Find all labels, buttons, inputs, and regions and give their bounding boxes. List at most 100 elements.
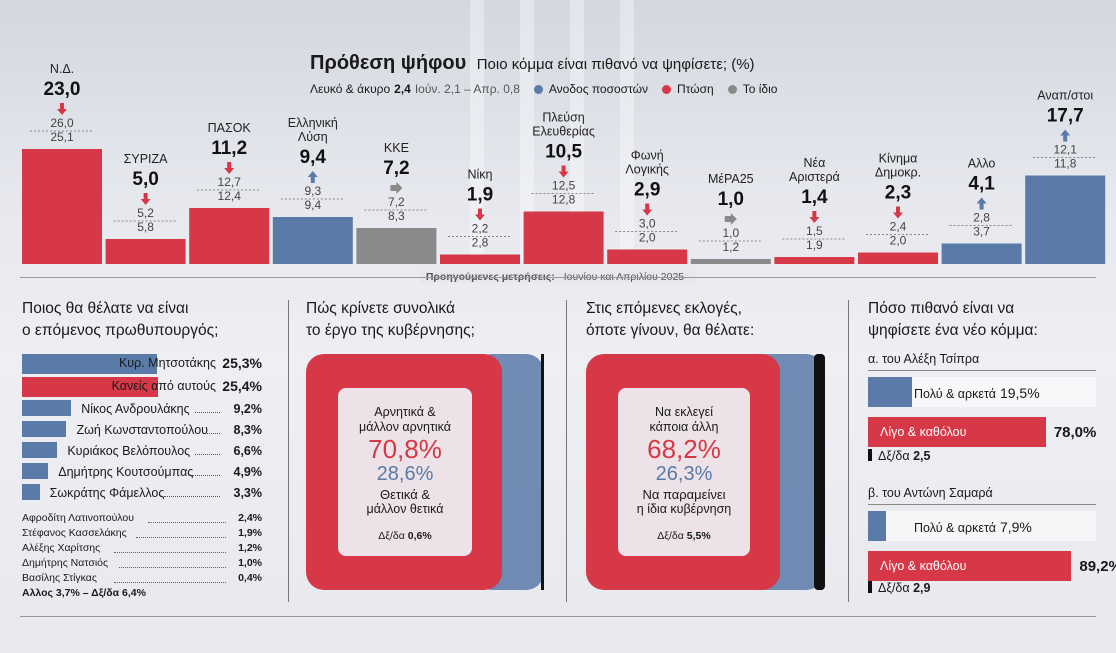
pm-bar [22,354,158,374]
trend-arrow-down-icon [140,193,151,205]
april-value: 12,4 [218,189,242,203]
june-value: 9,3 [304,184,321,198]
pm-small-row: Αλέξης Χαρίτσης 1,2% [22,542,262,554]
june-value: 26,0 [50,116,74,130]
april-value: 1,2 [722,240,739,254]
elect-title-line1: Στις επόμενες εκλογές, [586,300,742,317]
party-name: Ν.Δ. [50,62,74,76]
blank-prev: Ιούν. 2,1 – Απρ. 0,8 [414,82,520,96]
tsipras-rule [868,370,1096,371]
bg-column [570,0,584,260]
pm-title-line1: Ποιος θα θέλατε να είναι [22,300,189,317]
pm-row: Ζωή Κωνσταντοπούλου 8,3% [22,421,262,441]
pm-small-value: 1,9% [238,527,262,539]
party-name: Κίνημα [879,152,918,166]
legend-up-dot [533,84,543,94]
bar-4 [272,217,353,264]
april-value: 1,9 [806,238,823,252]
gov-dk: Δξ/δα 0,6% [338,529,472,544]
trend-arrow-down-icon [642,203,653,216]
newparty-bar-track [912,377,1096,407]
newparty-label: Λίγο & καθόλου 78,0% [880,424,1096,441]
party-value: 1,0 [718,189,744,210]
newparty-name: Πολύ & αρκετά [914,521,996,535]
pm-small-row: Βασίλης Στίγκας 0,4% [22,572,262,584]
newparty-bar-track [886,511,1096,541]
party-name: Νέα [803,156,825,170]
elect-dk-segment [814,354,825,590]
trend-arrow-down-icon [224,162,235,174]
elect-a-value: 68,2% [647,434,721,464]
april-value: 11,8 [1054,157,1077,171]
pm-small-name: Δημήτρης Νατσιός [22,557,109,569]
april-value: 2,0 [890,234,907,248]
party-value: 1,4 [801,187,828,208]
tsipras-title: α. του Αλέξη Τσίπρα [868,352,980,366]
gov-pos-value: 28,6% [376,463,434,485]
june-value: 12,7 [218,175,242,189]
pm-row: Νίκος Ανδρουλάκης 9,2% [22,400,262,420]
newparty-bar [868,417,1046,447]
june-value: 5,2 [137,206,154,220]
newparty-bar [868,551,1072,581]
bar-6 [440,254,520,264]
gov-ring-hole [338,388,472,556]
divider [566,300,567,602]
elect-b-value: 26,3% [655,463,713,485]
pm-row: Κανείς από αυτούς 25,4% [22,377,262,397]
trend-arrow-down-icon [809,211,820,223]
trend-arrow-down-icon [558,165,569,178]
bottom-separator [20,616,1096,617]
dk-marker [868,449,872,461]
chart-header: Πρόθεση ψήφου Ποιο κόμμα είναι πιθανό να… [310,52,755,75]
trend-arrow-same-icon [724,213,737,225]
party-value: 11,2 [211,138,247,159]
gov-title-line1: Πώς κρίνετε συνολικά [306,300,455,317]
pm-bar [22,421,67,437]
legend-same-dot [727,84,737,94]
trend-arrow-down-icon [57,103,67,115]
party-name: Αλλο [968,157,996,171]
elect-section-title: Στις επόμενες εκλογές, όποτε γίνουν, θα … [586,298,826,342]
legend-down-dot [662,84,672,94]
newparty-title-line2: ψηφίσετε ένα νέο κόμμα: [868,322,1038,339]
party-name: Ελληνική [288,116,338,130]
bar-11 [858,252,938,264]
pm-footer: Αλλος 3,7% – Δξ/δα 6,4% [22,587,146,599]
bar-8 [607,249,688,264]
party-name: ΜέΡΑ25 [708,172,754,186]
party-value: 9,4 [300,147,327,168]
pm-small-row: Αφροδίτη Λατινοπούλου 2,4% [22,512,262,524]
top-separator [20,277,1096,278]
elect-dk: Δξ/δα 5,5% [618,529,750,544]
pm-small-row: Στέφανος Κασσελάκης 1,9% [22,527,262,539]
gov-neg-value: 70,8% [368,434,442,464]
elect-dk-label: Δξ/δα [657,530,684,542]
newparty-label: Λίγο & καθόλου 89,2% [880,558,1116,575]
gov-pos-label2: μάλλον θετικά [366,502,444,516]
elect-a-label2: κάποια άλλη [649,420,719,434]
samaras-dk-value: 2,9 [913,581,931,595]
pm-bar [22,400,72,416]
elect-title-line2: όποτε γίνουν, θα θέλατε: [586,322,755,339]
chart-title: Πρόθεση ψήφου [310,52,467,74]
dotted-leader [192,475,220,476]
gov-title-line2: το έργο της κυβέρνησης; [306,322,475,339]
vote-intention-chart: Πρόθεση ψήφου Ποιο κόμμα είναι πιθανό να… [0,0,1116,290]
dotted-leader [195,412,220,413]
newparty-label: Πολύ & αρκετά 19,5% [914,385,1040,401]
bar-2 [105,239,186,264]
pm-bar [22,377,158,397]
pm-row: Σωκράτης Φάμελλος 3,3% [22,484,262,504]
june-value: 7,2 [388,195,405,209]
newparty-title-line1: Πόσο πιθανό είναι να [868,300,1015,317]
newparty-name: Λίγο & καθόλου [880,425,967,439]
bars-svg: 25,126,0 23,0 Ν.Δ. 5,85,2 5,0 ΣΥΡΙΖΑ 12,412,7 1… [22,62,1106,264]
april-value: 9,4 [304,198,321,212]
trend-arrow-up-icon [976,197,987,210]
pm-row: Δημήτρης Κουτσούμπας 4,9% [22,463,262,483]
pm-small-name: Βασίλης Στίγκας [22,572,97,584]
april-value: 2,8 [472,236,489,250]
party-value: 5,0 [132,169,158,190]
newparty-label: Πολύ & αρκετά 7,9% [914,519,1032,535]
